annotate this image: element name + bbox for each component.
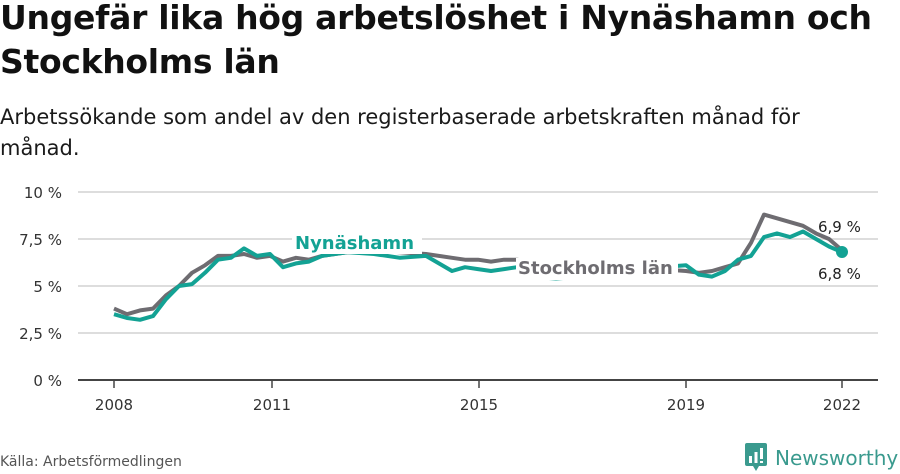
end-label-nynashamn: 6,8 % <box>818 265 861 283</box>
brand-name: Newsworthy <box>775 446 899 470</box>
series-label-nynashamn: Nynäshamn <box>295 233 414 254</box>
x-ticks <box>113 380 843 388</box>
x-tick-label: 2008 <box>95 396 133 414</box>
x-tick-label: 2022 <box>823 396 861 414</box>
y-tick-label: 7,5 % <box>19 231 62 249</box>
y-tick-label: 0 % <box>33 372 62 390</box>
x-tick-label: 2019 <box>667 396 705 414</box>
end-point-marker <box>836 246 848 258</box>
series-label-stockholm: Stockholms län <box>518 258 673 279</box>
bar-chart-speech-bubble-icon <box>745 443 767 471</box>
series-line-nynashamn <box>113 229 843 322</box>
label-bg <box>516 258 678 280</box>
x-tick-label: 2011 <box>253 396 291 414</box>
source-note: Källa: Arbetsförmedlingen <box>0 454 182 470</box>
chart-subtitle: Arbetssökande som andel av den registerb… <box>0 105 800 160</box>
series-line-stockholm <box>113 212 844 317</box>
x-axis-labels: 2008 2011 2015 2019 2022 <box>95 396 861 414</box>
y-tick-label: 2,5 % <box>19 325 62 343</box>
chart-title: Ungefär lika hög arbetslöshet i Nynäsham… <box>0 0 872 81</box>
x-tick-label: 2015 <box>460 396 498 414</box>
y-axis-labels: 10 % 7,5 % 5 % 2,5 % 0 % <box>19 184 62 390</box>
y-grid <box>78 191 878 334</box>
y-tick-label: 10 % <box>24 184 62 202</box>
brand-logo: Newsworthy <box>745 443 898 473</box>
label-bg <box>292 232 422 254</box>
end-label-stockholm: 6,9 % <box>818 218 861 236</box>
y-tick-label: 5 % <box>33 278 62 296</box>
